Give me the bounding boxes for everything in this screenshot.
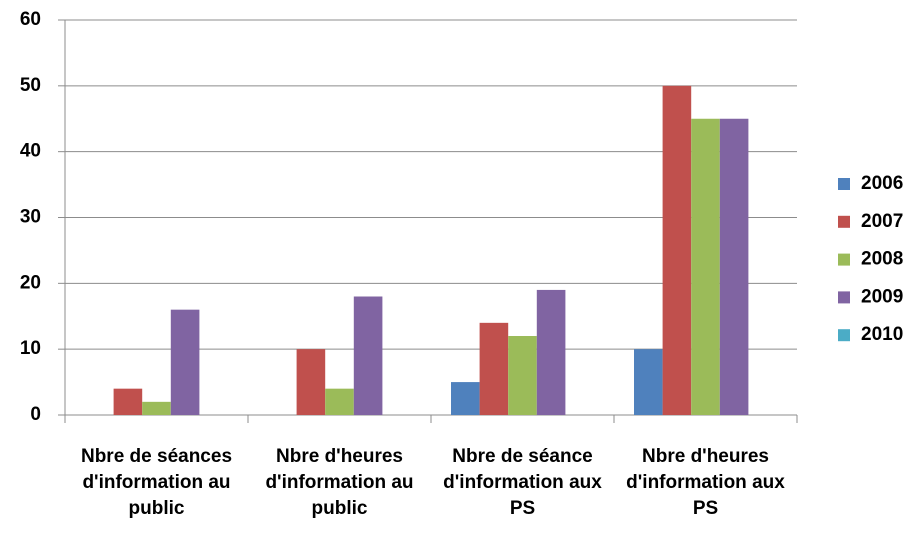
bar [353, 296, 383, 415]
bar [662, 85, 692, 415]
x-tick-label: Nbre de séance d'information aux PS [443, 446, 602, 519]
x-tick-label: Nbre de séances d'information au public [80, 446, 233, 519]
bar [170, 309, 200, 415]
y-tick-label: 0 [30, 404, 41, 425]
y-tick-label: 50 [20, 75, 41, 96]
legend-swatch [838, 215, 850, 228]
x-tick-label: Nbre d'heures d'information au public [265, 446, 414, 519]
bar [451, 382, 480, 415]
legend-label: 2006 [861, 173, 903, 194]
bar [325, 388, 354, 415]
legend-label: 2007 [861, 211, 903, 232]
bar [508, 336, 537, 415]
legend-swatch [838, 253, 850, 266]
x-tick-label: Nbre d'heures d'information aux PS [626, 446, 785, 519]
bar [479, 322, 509, 415]
legend-swatch [838, 329, 850, 342]
y-tick-label: 20 [20, 272, 41, 293]
bar [634, 349, 663, 415]
bar [536, 289, 566, 415]
legend-label: 2009 [861, 286, 903, 307]
y-tick-label: 10 [20, 338, 41, 359]
y-tick-label: 60 [20, 9, 41, 30]
bar [142, 401, 171, 415]
y-tick-label: 30 [20, 207, 41, 228]
bar [296, 349, 326, 415]
bar [691, 118, 720, 415]
y-tick-label: 40 [20, 141, 41, 162]
bar [113, 388, 143, 415]
legend-swatch [838, 178, 850, 190]
bar [719, 118, 749, 415]
legend-swatch [838, 291, 850, 304]
legend-label: 2008 [861, 249, 903, 270]
legend-label: 2010 [861, 324, 903, 345]
